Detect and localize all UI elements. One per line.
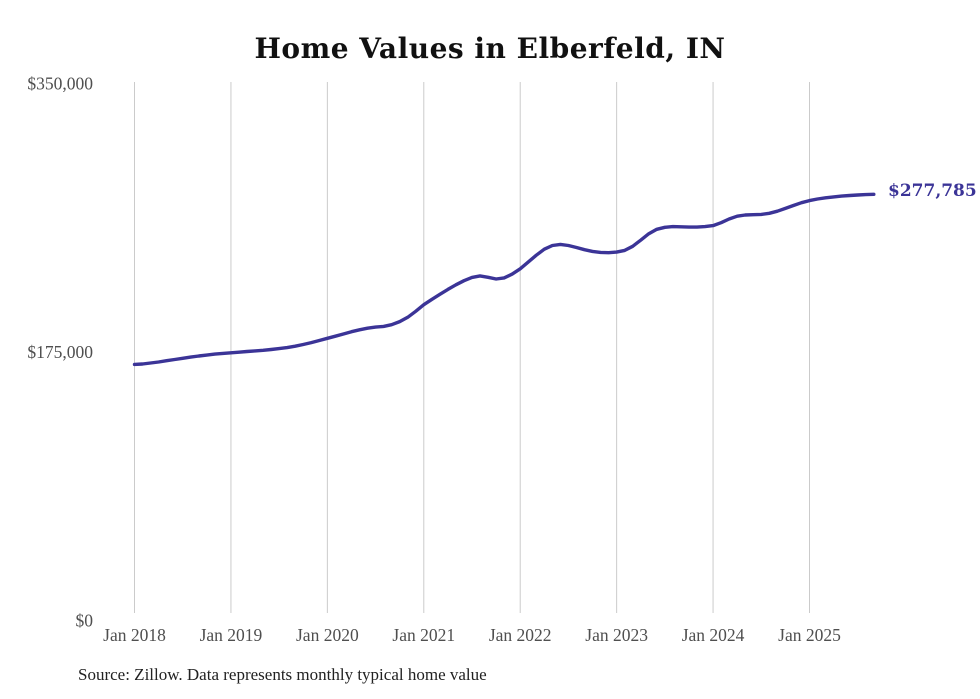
x-axis-tick-label: Jan 2024 [682, 625, 745, 645]
x-axis-tick-label: Jan 2020 [296, 625, 359, 645]
home-value-line-series [132, 192, 876, 367]
x-axis-tick-label: Jan 2018 [103, 625, 166, 645]
y-axis-tick-label: $175,000 [27, 342, 93, 362]
chart-title: Home Values in Elberfeld, IN [254, 32, 726, 65]
source-attribution: Source: Zillow. Data represents monthly … [78, 665, 487, 684]
x-axis-tick-labels: Jan 2018 Jan 2019 Jan 2020 Jan 2021 Jan 2022… [103, 625, 841, 645]
x-axis-tick-label: Jan 2021 [392, 625, 455, 645]
y-axis-tick-label: $0 [76, 611, 94, 631]
gridlines [134, 82, 810, 613]
x-axis-tick-label: Jan 2022 [489, 625, 552, 645]
x-axis-tick-label: Jan 2019 [200, 625, 263, 645]
x-axis-tick-label: Jan 2025 [778, 625, 841, 645]
y-axis-tick-labels: $350,000 $175,000 $0 [27, 74, 93, 631]
current-value-label: $277,785 [888, 181, 977, 201]
y-axis-tick-label: $350,000 [27, 74, 93, 94]
x-axis-tick-label: Jan 2023 [585, 625, 648, 645]
